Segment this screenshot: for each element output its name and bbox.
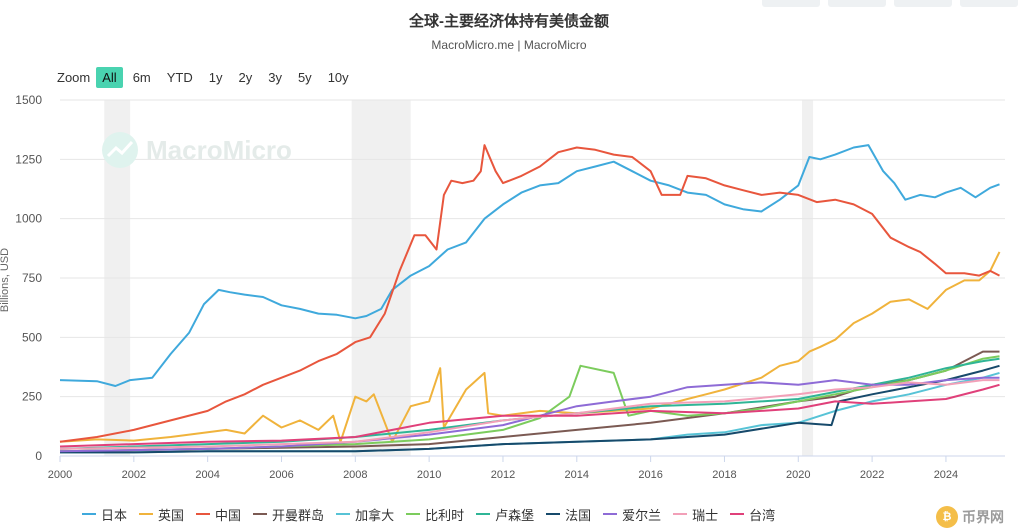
y-tick-label: 750 <box>22 271 42 285</box>
legend-swatch <box>603 513 618 515</box>
x-tick-label: 2000 <box>48 469 72 481</box>
series-line-法国[interactable] <box>60 364 1000 454</box>
legend-item[interactable]: 台湾 <box>730 505 775 524</box>
legend-label: 中国 <box>215 507 242 523</box>
x-tick-label: 2020 <box>786 469 810 481</box>
series-line-瑞士[interactable] <box>59 379 1000 450</box>
zoom-10y-button[interactable]: 10y <box>327 69 349 85</box>
series-line-卢森堡[interactable] <box>59 357 1000 450</box>
legend-label: 英国 <box>158 507 185 523</box>
chart-subtitle: MacroMicro.me | MacroMicro <box>431 38 587 52</box>
x-tick-label: 2004 <box>195 469 219 481</box>
zoom-ytd-button[interactable]: YTD <box>166 69 193 85</box>
legend-item[interactable]: 法国 <box>546 505 591 524</box>
series-line-日本[interactable] <box>59 144 1000 387</box>
toolbar-tab[interactable] <box>894 0 952 7</box>
series-line-开曼群岛[interactable] <box>59 350 1000 453</box>
legend-label: 日本 <box>101 507 128 523</box>
legend-label: 瑞士 <box>692 507 719 523</box>
brand-badge-text: 币界网 <box>962 509 1004 525</box>
legend-label: 加拿大 <box>355 507 395 523</box>
toolbar-tab[interactable] <box>960 0 1018 7</box>
x-tick-label: 2002 <box>122 469 146 481</box>
y-tick-label: 0 <box>35 449 42 463</box>
legend-item[interactable]: 英国 <box>139 505 184 524</box>
legend-swatch <box>476 513 491 515</box>
legend-swatch <box>196 513 211 515</box>
zoom-bar: Zoom All 6m YTD 1y 2y 3y 5y 10y <box>57 66 359 88</box>
legend-item[interactable]: 卢森堡 <box>476 505 534 524</box>
y-tick-label: 250 <box>22 390 42 404</box>
coin-icon: ₿ <box>936 506 958 528</box>
legend-item[interactable]: 日本 <box>82 505 127 524</box>
x-tick-label: 2010 <box>417 469 441 481</box>
x-tick-label: 2016 <box>638 469 662 481</box>
legend-label: 台湾 <box>749 507 776 523</box>
zoom-1y-button[interactable]: 1y <box>208 69 223 85</box>
x-tick-label: 2024 <box>934 469 958 481</box>
zoom-5y-button[interactable]: 5y <box>297 69 312 85</box>
y-tick-label: 1500 <box>15 93 42 107</box>
legend-swatch <box>139 513 154 515</box>
y-tick-label: 1000 <box>15 212 42 226</box>
y-tick-label: 1250 <box>15 152 42 166</box>
legend-item[interactable]: 爱尔兰 <box>603 505 661 524</box>
legend-swatch <box>253 513 268 515</box>
series-line-台湾[interactable] <box>59 383 1000 448</box>
top-toolbar <box>754 0 1018 8</box>
legend-swatch <box>406 513 421 515</box>
zoom-all-button[interactable]: All <box>96 66 123 88</box>
x-axis: 2000 2002 2004 2006 2008 2010 2012 2014 2016 2018… <box>48 455 1005 481</box>
chart-title: 全球-主要经济体持有美债金额 <box>409 13 609 30</box>
legend-label: 开曼群岛 <box>272 507 325 523</box>
legend-swatch <box>82 513 96 515</box>
watermark: MacroMicro <box>102 132 292 168</box>
y-axis: 0 250 500 750 1000 1250 1500 <box>15 93 42 463</box>
legend-swatch <box>546 513 561 515</box>
zoom-6m-button[interactable]: 6m <box>132 69 151 85</box>
legend-swatch <box>673 513 688 515</box>
legend-item[interactable]: 加拿大 <box>336 505 394 524</box>
x-tick-label: 2014 <box>565 469 589 481</box>
zoom-2y-button[interactable]: 2y <box>238 69 253 85</box>
legend-item[interactable]: 比利时 <box>406 505 464 524</box>
svg-text:MacroMicro: MacroMicro <box>146 135 292 165</box>
zoom-label: Zoom <box>57 69 91 85</box>
x-tick-label: 2018 <box>712 469 736 481</box>
toolbar-tab[interactable] <box>828 0 886 7</box>
x-tick-label: 2022 <box>860 469 884 481</box>
x-tick-label: 2008 <box>343 469 367 481</box>
legend-label: 卢森堡 <box>495 507 535 523</box>
legend-item[interactable]: 瑞士 <box>673 505 718 524</box>
zoom-3y-button[interactable]: 3y <box>268 69 282 85</box>
y-axis-label: Billions, USD <box>0 248 11 312</box>
toolbar-tab[interactable] <box>762 0 820 7</box>
legend: 日本 英国 中国 开曼群岛 加拿大 比利时 卢森堡 法国 爱尔兰 瑞士 台湾 <box>82 505 787 523</box>
legend-swatch <box>336 513 351 515</box>
brand-badge: ₿ 币界网 <box>936 506 1004 528</box>
legend-label: 爱尔兰 <box>622 507 662 523</box>
y-tick-label: 500 <box>22 330 42 344</box>
series-line-中国[interactable] <box>59 144 1000 443</box>
legend-label: 比利时 <box>425 507 465 523</box>
legend-swatch <box>730 513 745 515</box>
legend-item[interactable]: 中国 <box>196 505 241 524</box>
series-lines <box>59 144 1001 454</box>
legend-label: 法国 <box>565 507 592 523</box>
x-tick-label: 2006 <box>269 469 293 481</box>
x-tick-label: 2012 <box>491 469 515 481</box>
legend-item[interactable]: 开曼群岛 <box>253 505 324 524</box>
